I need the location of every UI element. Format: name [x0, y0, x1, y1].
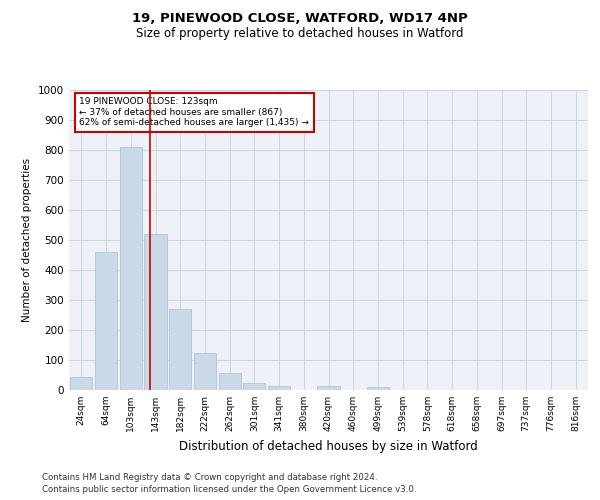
- Bar: [317, 386, 340, 390]
- Bar: [169, 309, 191, 390]
- Bar: [194, 352, 216, 390]
- Bar: [367, 387, 389, 390]
- Bar: [268, 386, 290, 390]
- Bar: [70, 378, 92, 390]
- X-axis label: Distribution of detached houses by size in Watford: Distribution of detached houses by size …: [179, 440, 478, 452]
- Bar: [95, 252, 117, 390]
- Bar: [218, 372, 241, 390]
- Bar: [243, 384, 265, 390]
- Bar: [145, 234, 167, 390]
- Text: Size of property relative to detached houses in Watford: Size of property relative to detached ho…: [136, 28, 464, 40]
- Text: 19, PINEWOOD CLOSE, WATFORD, WD17 4NP: 19, PINEWOOD CLOSE, WATFORD, WD17 4NP: [132, 12, 468, 26]
- Text: 19 PINEWOOD CLOSE: 123sqm
← 37% of detached houses are smaller (867)
62% of semi: 19 PINEWOOD CLOSE: 123sqm ← 37% of detac…: [79, 98, 309, 128]
- Bar: [119, 147, 142, 390]
- Text: Contains HM Land Registry data © Crown copyright and database right 2024.: Contains HM Land Registry data © Crown c…: [42, 472, 377, 482]
- Text: Contains public sector information licensed under the Open Government Licence v3: Contains public sector information licen…: [42, 485, 416, 494]
- Y-axis label: Number of detached properties: Number of detached properties: [22, 158, 32, 322]
